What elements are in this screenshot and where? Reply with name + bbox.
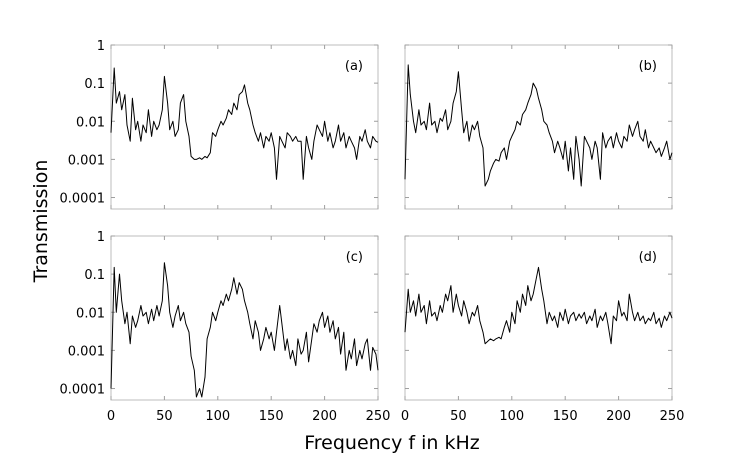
x-tick-label: 100: [205, 409, 230, 424]
x-tick-label: 0: [401, 409, 409, 424]
y-tick-label: 0.1: [84, 77, 105, 92]
x-tick-label: 150: [259, 409, 284, 424]
panel-2: (b): [404, 44, 673, 210]
panel-3: 0.0001 0.001 0.01 0.1 1 0 50 100 150 200 250 (c): [60, 230, 391, 424]
panel-tag-label: (a): [345, 59, 363, 74]
y-tick-label: 1: [97, 39, 105, 54]
x-tick-label: 200: [312, 409, 337, 424]
y-tick-label: 0.1: [84, 268, 105, 283]
x-axis-label: Frequency f in kHz: [304, 432, 480, 454]
x-tick-label: 100: [499, 409, 524, 424]
x-tick-label: 200: [606, 409, 631, 424]
transmission-series-line: [110, 262, 379, 398]
x-tick-label: 150: [553, 409, 578, 424]
y-tick-label: 0.0001: [60, 383, 106, 398]
y-tick-label: 0.01: [76, 306, 105, 321]
y-tick-label: 0.001: [68, 344, 105, 359]
plot-frame: [110, 235, 379, 401]
transmission-series-line: [404, 266, 673, 345]
panel-1: 0.0001 0.001 0.01 0.1 1 (a): [60, 39, 379, 210]
panel-4: 0 50 100 150 200 250 (d): [401, 235, 685, 424]
panel-tag-label: (d): [639, 250, 657, 265]
x-tick-label: 250: [660, 409, 685, 424]
x-tick-label: 250: [366, 409, 391, 424]
y-tick-label: 1: [97, 230, 105, 245]
panels-group: 0.0001 0.001 0.01 0.1 1 (a) (b) 0.0001 0.001 0.01…: [60, 39, 685, 424]
transmission-series-line: [110, 67, 379, 180]
plot-frame: [404, 235, 673, 401]
y-tick-label: 0.0001: [60, 192, 106, 207]
transmission-series-line: [404, 64, 673, 187]
panel-tag-label: (b): [639, 59, 657, 74]
y-axis-label: Transmission: [30, 160, 52, 284]
x-tick-label: 50: [450, 409, 467, 424]
panel-tag-label: (c): [346, 250, 363, 265]
y-tick-label: 0.001: [68, 153, 105, 168]
x-tick-label: 0: [107, 409, 115, 424]
plot-frame: [404, 44, 673, 210]
y-tick-label: 0.01: [76, 115, 105, 130]
x-tick-label: 50: [156, 409, 173, 424]
